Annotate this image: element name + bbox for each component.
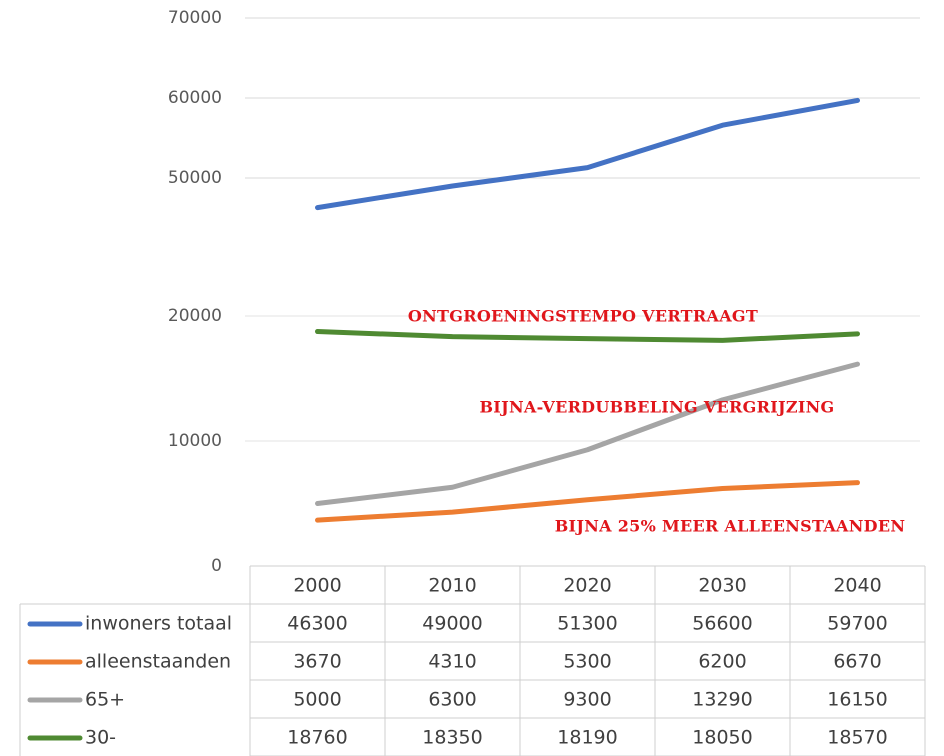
table-value: 3670 — [293, 651, 341, 673]
table-value: 18350 — [422, 727, 482, 749]
annotation: BIJNA 25% MEER ALLEENSTAANDEN — [555, 517, 906, 536]
y2-tick-label: 70000 — [168, 8, 222, 28]
series-line — [315, 329, 860, 343]
annotation: BIJNA-VERDUBBELING VERGRIJZING — [479, 398, 834, 417]
table-value: 59700 — [827, 613, 887, 635]
legend-label: 65+ — [85, 689, 125, 711]
table-value: 13290 — [692, 689, 752, 711]
table-value: 56600 — [692, 613, 752, 635]
y-tick-label: 10000 — [168, 431, 222, 451]
legend-label: 30- — [85, 727, 116, 749]
table-value: 49000 — [422, 613, 482, 635]
table-value: 4310 — [428, 651, 476, 673]
table-value: 6670 — [833, 651, 881, 673]
table-value: 5300 — [563, 651, 611, 673]
table-value: 6300 — [428, 689, 476, 711]
table-value: 18190 — [557, 727, 617, 749]
series-line — [315, 97, 860, 211]
table-value: 46300 — [287, 613, 347, 635]
y2-tick-label: 60000 — [168, 88, 222, 108]
table-value: 18760 — [287, 727, 347, 749]
x-tick-label: 2020 — [563, 575, 611, 597]
x-tick-label: 2010 — [428, 575, 476, 597]
legend-label: inwoners totaal — [85, 613, 232, 635]
x-tick-label: 2040 — [833, 575, 881, 597]
table-value: 18570 — [827, 727, 887, 749]
x-tick-label: 2000 — [293, 575, 341, 597]
table-value: 16150 — [827, 689, 887, 711]
series-line — [315, 361, 860, 506]
table-value: 9300 — [563, 689, 611, 711]
annotation: ONTGROENINGSTEMPO VERTRAAGT — [408, 307, 758, 326]
table-value: 51300 — [557, 613, 617, 635]
y-tick-label: 20000 — [168, 306, 222, 326]
y2-tick-label: 50000 — [168, 168, 222, 188]
table-value: 5000 — [293, 689, 341, 711]
legend-label: alleenstaanden — [85, 651, 231, 673]
table-value: 6200 — [698, 651, 746, 673]
x-tick-label: 2030 — [698, 575, 746, 597]
table-value: 18050 — [692, 727, 752, 749]
series-line — [315, 480, 860, 523]
y-tick-label: 0 — [211, 556, 222, 576]
